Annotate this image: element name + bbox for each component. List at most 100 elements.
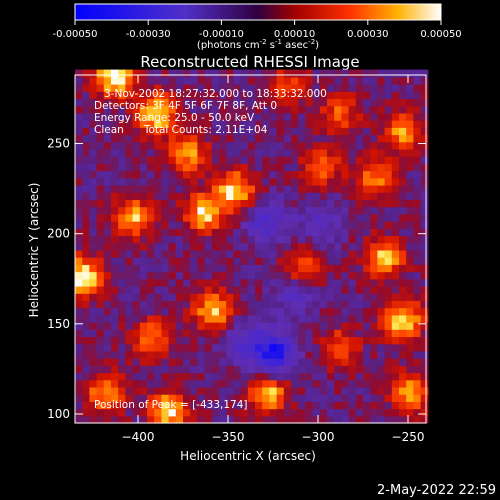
- heatmap-cell: [370, 329, 378, 338]
- heatmap-cell: [247, 120, 256, 128]
- heatmap-cell: [154, 221, 162, 229]
- heatmap-cell: [125, 394, 134, 402]
- heatmap-cell: [255, 394, 263, 402]
- heatmap-cell: [154, 394, 162, 402]
- heatmap-cell: [363, 285, 371, 294]
- heatmap-cell: [363, 98, 371, 107]
- heatmap-cell: [269, 134, 278, 143]
- heatmap-cell: [276, 285, 285, 294]
- heatmap-cell: [298, 285, 306, 294]
- heatmap-cell: [219, 127, 227, 136]
- heatmap-cell: [103, 170, 112, 179]
- heatmap-cell: [240, 343, 249, 352]
- heatmap-cell: [111, 148, 119, 157]
- heatmap-cell: [204, 358, 213, 366]
- heatmap-cell: [96, 221, 105, 229]
- heatmap-cell: [190, 394, 198, 402]
- heatmap-cell: [139, 285, 148, 294]
- heatmap-cell: [190, 386, 198, 395]
- heatmap-cell: [183, 141, 191, 150]
- heatmap-cell: [391, 105, 400, 114]
- heatmap-cell: [363, 91, 371, 100]
- heatmap-cell: [355, 192, 364, 201]
- heatmap-cell: [111, 278, 119, 287]
- heatmap-cell: [420, 206, 429, 215]
- heatmap-cell: [420, 249, 429, 258]
- heatmap-cell: [233, 350, 242, 359]
- heatmap-cell: [291, 120, 299, 128]
- heatmap-cell: [327, 350, 335, 359]
- heatmap-cell: [75, 199, 83, 208]
- heatmap-cell: [103, 242, 112, 251]
- heatmap-cell: [305, 307, 314, 316]
- heatmap-cell: [197, 257, 206, 265]
- heatmap-cell: [370, 293, 378, 301]
- heatmap-cell: [204, 228, 213, 237]
- heatmap-cell: [406, 184, 414, 193]
- heatmap-cell: [262, 199, 270, 208]
- heatmap-cell: [190, 285, 198, 294]
- heatmap-cell: [204, 386, 213, 395]
- heatmap-cell: [334, 249, 342, 258]
- heatmap-cell: [298, 98, 306, 107]
- heatmap-cell: [197, 415, 206, 424]
- heatmap-cell: [111, 170, 119, 179]
- heatmap-cell: [255, 365, 263, 374]
- heatmap-cell: [291, 350, 299, 359]
- heatmap-cell: [348, 141, 357, 150]
- heatmap-cell: [240, 69, 249, 78]
- heatmap-cell: [240, 358, 249, 366]
- heatmap-cell: [276, 91, 285, 100]
- heatmap-cell: [420, 120, 429, 128]
- heatmap-cell: [298, 379, 306, 388]
- heatmap-cell: [240, 120, 249, 128]
- heatmap-cell: [312, 322, 321, 330]
- heatmap-cell: [168, 379, 177, 388]
- heatmap-cell: [327, 184, 335, 193]
- heatmap-cell: [233, 127, 242, 136]
- heatmap-cell: [319, 386, 328, 395]
- heatmap-cell: [147, 386, 155, 395]
- heatmap-cell: [240, 192, 249, 201]
- heatmap-cell: [118, 69, 126, 78]
- heatmap-cell: [334, 415, 342, 424]
- heatmap-cell: [262, 394, 270, 402]
- heatmap-cell: [175, 184, 184, 193]
- heatmap-cell: [269, 141, 278, 150]
- heatmap-cell: [413, 148, 422, 157]
- heatmap-cell: [391, 221, 400, 229]
- heatmap-cell: [413, 120, 422, 128]
- heatmap-cell: [413, 322, 422, 330]
- heatmap-cell: [197, 69, 206, 78]
- heatmap-cell: [197, 84, 206, 92]
- heatmap-cell: [247, 307, 256, 316]
- heatmap-cell: [276, 271, 285, 280]
- heatmap-cell: [118, 170, 126, 179]
- heatmap-cell: [341, 163, 350, 172]
- heatmap-cell: [125, 98, 134, 107]
- heatmap-cell: [276, 84, 285, 92]
- heatmap-cell: [370, 314, 378, 323]
- heatmap-cell: [291, 199, 299, 208]
- heatmap-cell: [240, 76, 249, 85]
- heatmap-cell: [82, 358, 90, 366]
- heatmap-cell: [175, 336, 184, 345]
- heatmap-cell: [118, 343, 126, 352]
- heatmap-cell: [139, 336, 148, 345]
- heatmap-cell: [312, 120, 321, 128]
- heatmap-cell: [89, 379, 98, 388]
- heatmap-cell: [399, 379, 407, 388]
- heatmap-cell: [262, 148, 270, 157]
- heatmap-cell: [226, 300, 234, 309]
- heatmap-cell: [118, 314, 126, 323]
- heatmap-cell: [82, 285, 90, 294]
- heatmap-cell: [348, 264, 357, 273]
- heatmap-cell: [111, 300, 119, 309]
- heatmap-cell: [132, 271, 141, 280]
- heatmap-cell: [262, 184, 270, 193]
- heatmap-cell: [89, 69, 98, 78]
- heatmap-cell: [406, 300, 414, 309]
- colorbar-tick-label: -0.00030: [126, 29, 171, 40]
- heatmap-cell: [240, 98, 249, 107]
- heatmap-cell: [413, 156, 422, 164]
